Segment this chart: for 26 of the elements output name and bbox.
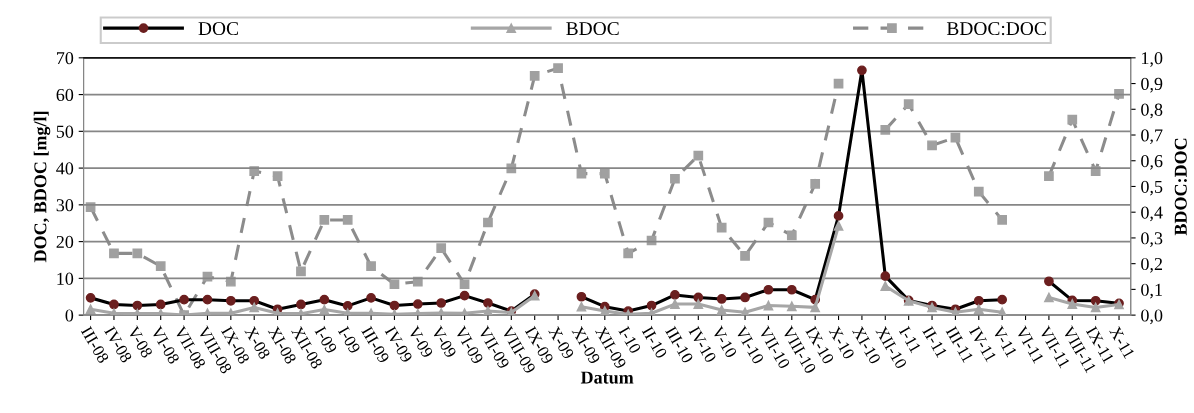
y2-tick-label: 0,7: [1141, 129, 1163, 145]
y2-tick-label: 0,9: [1141, 77, 1163, 93]
x-tick-label: I-09: [337, 325, 361, 355]
y2-tick-label: 0,4: [1141, 206, 1163, 222]
y-tick-label: 10: [57, 272, 74, 285]
y-tick-label: 40: [56, 162, 74, 175]
y2-tick-label: 0,6: [1141, 155, 1163, 170]
x-axis-title: Datum: [580, 371, 634, 384]
y2-tick-label: 0,8: [1141, 103, 1163, 119]
y2-tick-label: 0,2: [1141, 257, 1163, 273]
y-tick-label: 30: [56, 199, 74, 212]
legend-label: DOC: [198, 22, 238, 36]
y-tick-label: 0: [65, 309, 74, 322]
y2-tick-label: 0,1: [1141, 283, 1162, 299]
legend-label: BDOC:DOC: [946, 22, 1046, 36]
y-axis-title: DOC, BDOC [mg/l]: [33, 111, 51, 263]
y-tick-label: 60: [56, 88, 74, 102]
y2-tick-label: 0,5: [1141, 180, 1163, 196]
y2-tick-label: 1,0: [1142, 52, 1163, 67]
y-tick-label: 70: [56, 52, 74, 65]
y2-tick-label: 0,0: [1141, 309, 1163, 325]
y-tick-label: 50: [56, 125, 74, 138]
y2-axis-title: BDOC:DOC: [1174, 138, 1187, 236]
y-tick-label: 20: [56, 235, 74, 249]
legend-label: BDOC: [566, 22, 619, 36]
y2-tick-label: 0,3: [1141, 232, 1163, 247]
